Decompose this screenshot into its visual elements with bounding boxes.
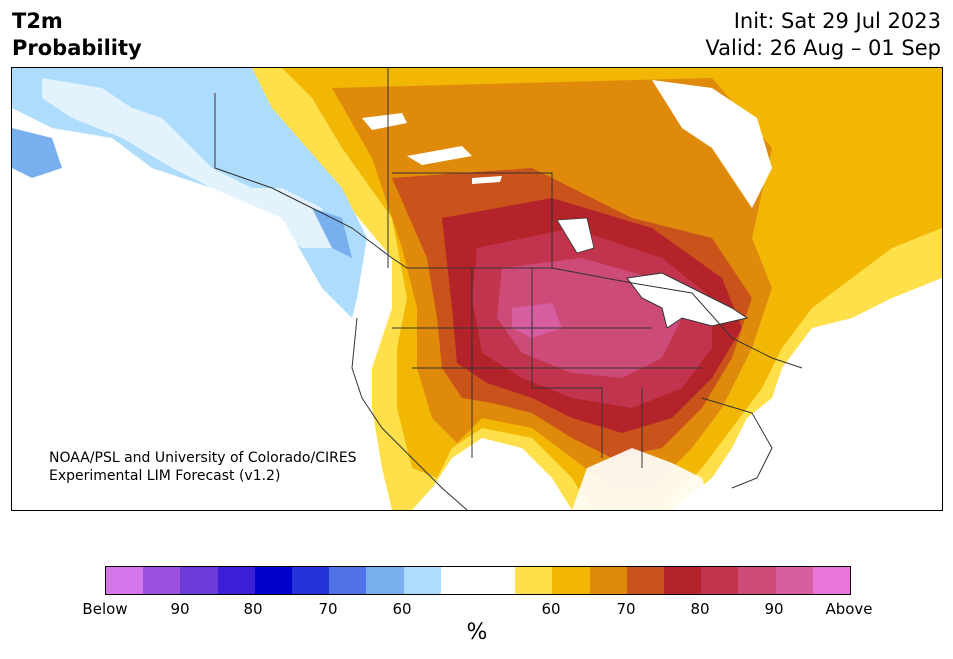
colorbar-tick-label: Below: [82, 600, 128, 618]
title-line-2: Probability: [12, 36, 142, 60]
colorbar-cell: [515, 567, 553, 594]
colorbar-tick-label: Above: [825, 600, 873, 618]
colorbar-cell: [775, 567, 813, 594]
init-date: Init: Sat 29 Jul 2023: [733, 9, 941, 33]
colorbar-cell: [106, 567, 144, 594]
valid-dates: Valid: 26 Aug – 01 Sep: [705, 36, 941, 60]
colorbar: [105, 566, 851, 595]
colorbar-tick-label: 70: [318, 600, 338, 618]
colorbar-cell: [589, 567, 627, 594]
colorbar-cell: [478, 567, 516, 594]
title-line-1: T2m: [12, 9, 63, 33]
colorbar-tick-label: 90: [764, 600, 784, 618]
map-svg: [12, 68, 942, 510]
probability-map: [11, 67, 943, 511]
colorbar-unit: %: [466, 620, 488, 645]
credit-line-2: Experimental LIM Forecast (v1.2): [49, 468, 281, 484]
colorbar-cell: [180, 567, 218, 594]
colorbar-cell: [403, 567, 441, 594]
colorbar-cell: [664, 567, 702, 594]
colorbar-cell: [440, 567, 479, 594]
colorbar-cell: [552, 567, 590, 594]
chart-subtitle: Init: Sat 29 Jul 2023 Valid: 26 Aug – 01…: [705, 8, 941, 62]
colorbar-tick-label: 60: [541, 600, 561, 618]
colorbar-tick-label: 90: [170, 600, 190, 618]
colorbar-cell: [626, 567, 665, 594]
colorbar-cell: [701, 567, 739, 594]
colorbar-cell: [329, 567, 367, 594]
colorbar-cell: [812, 567, 851, 594]
colorbar-tick-label: 60: [392, 600, 412, 618]
chart-title: T2m Probability: [12, 8, 142, 62]
colorbar-cell: [143, 567, 181, 594]
colorbar-cell: [217, 567, 255, 594]
credit-line-1: NOAA/PSL and University of Colorado/CIRE…: [49, 450, 357, 466]
colorbar-cell: [738, 567, 776, 594]
colorbar-tick-label: 80: [690, 600, 710, 618]
colorbar-cell: [254, 567, 293, 594]
colorbar-cell: [292, 567, 330, 594]
credit-text: NOAA/PSL and University of Colorado/CIRE…: [49, 449, 357, 485]
colorbar-tick-label: 80: [243, 600, 263, 618]
colorbar-tick-label: 70: [616, 600, 636, 618]
colorbar-cell: [366, 567, 404, 594]
